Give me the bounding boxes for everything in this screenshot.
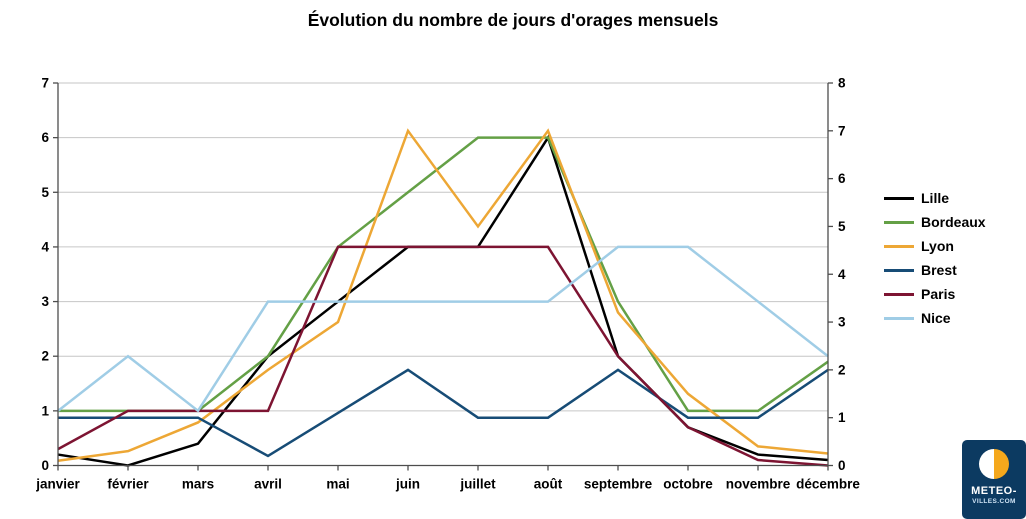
- x-axis-month-label: septembre: [584, 477, 653, 492]
- legend-label: Paris: [921, 286, 956, 302]
- logo-text-line2: VILLES.COM: [972, 498, 1016, 505]
- legend-swatch-brest: [884, 268, 914, 272]
- legend-label: Bordeaux: [921, 214, 986, 230]
- meteo-villes-logo: METEO- VILLES.COM: [962, 440, 1026, 519]
- y-axis-right-tick-label: 8: [838, 76, 846, 91]
- y-axis-right-tick-label: 3: [838, 315, 846, 330]
- legend-item-bordeaux: Bordeaux: [884, 210, 986, 234]
- y-axis-right-tick-label: 2: [838, 362, 846, 377]
- x-axis-month-label: mai: [326, 477, 349, 492]
- legend-item-nice: Nice: [884, 306, 986, 330]
- x-axis-month-label: août: [534, 477, 563, 492]
- y-axis-right-tick-label: 7: [838, 123, 846, 138]
- series-line-nice: [57, 245, 829, 413]
- y-axis-right-tick-label: 6: [838, 171, 846, 186]
- logo-text-line1: METEO-: [971, 485, 1017, 497]
- legend-swatch-nice: [884, 316, 914, 320]
- y-axis-left-tick-label: 4: [41, 239, 49, 254]
- legend-label: Nice: [921, 310, 951, 326]
- legend-item-paris: Paris: [884, 282, 986, 306]
- y-axis-right-tick-label: 1: [838, 410, 846, 425]
- x-axis-month-label: novembre: [726, 477, 791, 492]
- x-axis-month-label: février: [107, 477, 149, 492]
- x-axis-month-label: mars: [182, 477, 214, 492]
- x-axis-month-label: octobre: [663, 477, 713, 492]
- y-axis-right-tick-label: 0: [838, 458, 846, 473]
- legend-item-brest: Brest: [884, 258, 986, 282]
- legend-item-lille: Lille: [884, 186, 986, 210]
- y-axis-right-tick-label: 5: [838, 219, 846, 234]
- legend-swatch-lille: [884, 196, 914, 200]
- legend-label: Brest: [921, 262, 957, 278]
- x-axis-month-label: janvier: [35, 477, 80, 492]
- x-axis-month-label: juillet: [459, 477, 496, 492]
- y-axis-right-tick-label: 4: [838, 267, 846, 282]
- y-axis-left-tick-label: 0: [41, 458, 49, 473]
- legend-swatch-bordeaux: [884, 220, 914, 224]
- y-axis-left-tick-label: 5: [41, 185, 49, 200]
- chart-legend: Lille Bordeaux Lyon Brest Paris Nice: [884, 186, 986, 330]
- series-line-brest: [58, 368, 829, 458]
- chart-title: Évolution du nombre de jours d'orages me…: [307, 10, 719, 30]
- legend-label: Lille: [921, 190, 950, 206]
- meteo-villes-moon-icon: [979, 449, 1009, 479]
- y-axis-left-tick-label: 7: [41, 76, 49, 91]
- y-axis-left-tick-label: 1: [41, 403, 49, 418]
- y-axis-left-tick-label: 2: [41, 349, 49, 364]
- y-axis-left-tick-label: 3: [41, 294, 49, 309]
- legend-swatch-lyon: [884, 244, 914, 248]
- series-line-lyon: [57, 128, 829, 462]
- x-axis-month-label: décembre: [796, 477, 860, 492]
- legend-item-lyon: Lyon: [884, 234, 986, 258]
- x-axis-month-label: juin: [395, 477, 420, 492]
- series-line-paris: [57, 245, 829, 467]
- y-axis-left-tick-label: 6: [41, 130, 49, 145]
- legend-swatch-paris: [884, 292, 914, 296]
- legend-label: Lyon: [921, 238, 954, 254]
- x-axis-month-label: avril: [254, 477, 282, 492]
